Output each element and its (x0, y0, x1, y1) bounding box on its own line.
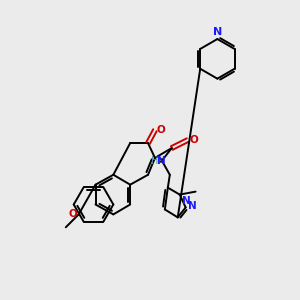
Text: O: O (157, 125, 166, 135)
Text: H: H (151, 156, 158, 166)
Text: N: N (213, 27, 222, 37)
Text: N: N (188, 202, 196, 212)
Text: O: O (190, 135, 198, 145)
Text: N: N (182, 196, 190, 206)
Text: O: O (69, 209, 78, 219)
Text: N: N (157, 156, 165, 166)
